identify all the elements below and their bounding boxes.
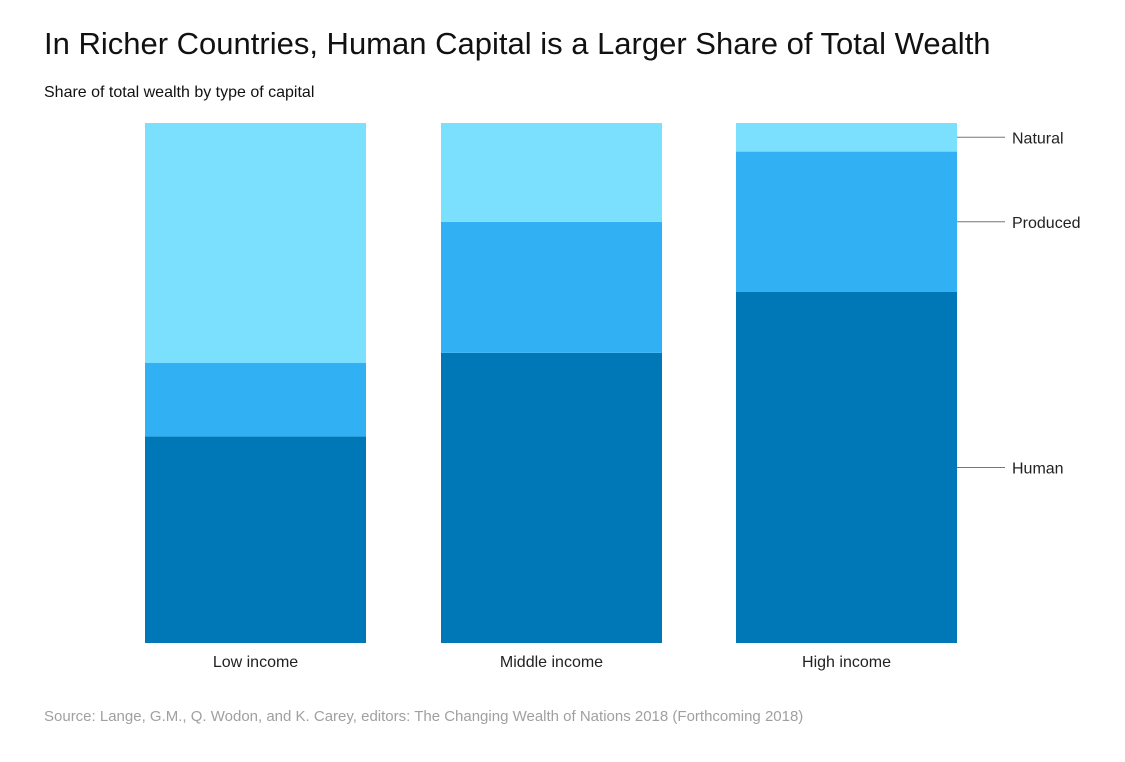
bar-natural-low-income <box>145 123 366 363</box>
bar-produced-middle-income <box>441 221 662 353</box>
category-label: Low income <box>213 654 298 671</box>
bar-natural-high-income <box>736 123 957 152</box>
chart-subtitle: Share of total wealth by type of capital <box>44 84 315 101</box>
legend-group: Human Produced Natural <box>957 130 1081 478</box>
bar-human-low-income <box>145 436 366 643</box>
bar-produced-high-income <box>736 151 957 292</box>
legend-label-human: Human <box>1012 461 1064 478</box>
bar-produced-low-income <box>145 362 366 437</box>
category-label: Middle income <box>500 654 603 671</box>
category-label: High income <box>802 654 891 671</box>
legend-label-natural: Natural <box>1012 130 1064 147</box>
category-labels-group: Low income Middle income High income <box>213 654 891 671</box>
bar-human-high-income <box>736 292 957 643</box>
chart-title: In Richer Countries, Human Capital is a … <box>44 26 991 61</box>
legend-label-produced: Produced <box>1012 215 1081 232</box>
source-note: Source: Lange, G.M., Q. Wodon, and K. Ca… <box>44 708 804 725</box>
bars-group <box>145 123 957 643</box>
bar-natural-middle-income <box>441 123 662 222</box>
bar-human-middle-income <box>441 352 662 643</box>
